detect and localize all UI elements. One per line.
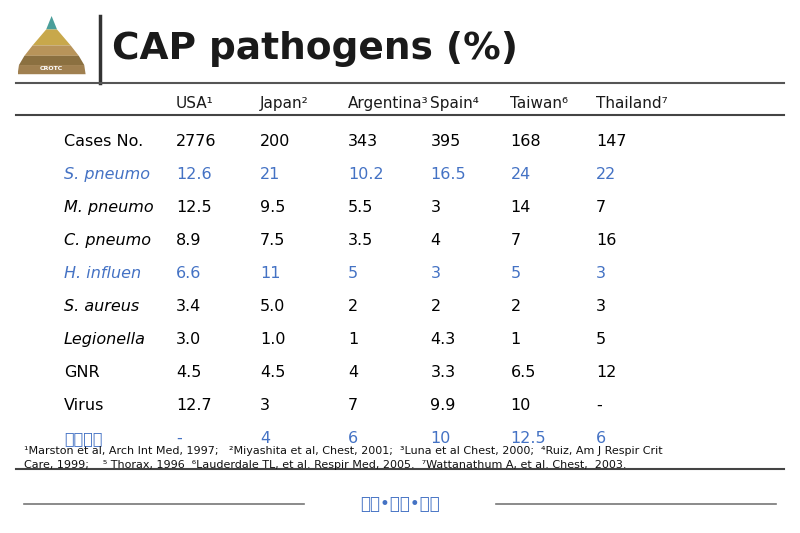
Text: 9.5: 9.5: [260, 200, 286, 215]
Text: 2: 2: [348, 299, 358, 314]
Text: CROTC: CROTC: [40, 66, 63, 71]
Text: 7: 7: [596, 200, 606, 215]
Text: S. pneumo: S. pneumo: [64, 167, 150, 182]
Text: 5: 5: [510, 266, 521, 281]
Text: 14: 14: [510, 200, 530, 215]
Text: C. pneumo: C. pneumo: [64, 233, 151, 248]
Text: 22: 22: [596, 167, 616, 182]
Text: 6.6: 6.6: [176, 266, 202, 281]
Text: -: -: [596, 398, 602, 413]
Text: 21: 21: [260, 167, 280, 182]
Text: 16: 16: [596, 233, 616, 248]
Text: 1.0: 1.0: [260, 332, 286, 347]
Text: 12.5: 12.5: [176, 200, 212, 215]
Text: 3.3: 3.3: [430, 365, 455, 380]
Text: 2776: 2776: [176, 134, 217, 149]
Text: 3: 3: [260, 398, 270, 413]
Text: 10: 10: [510, 398, 530, 413]
Text: 3.0: 3.0: [176, 332, 202, 347]
Text: M. pneumo: M. pneumo: [64, 200, 154, 215]
Text: 4: 4: [430, 233, 441, 248]
Text: 9.9: 9.9: [430, 398, 456, 413]
Text: 2: 2: [510, 299, 521, 314]
Text: Thailand⁷: Thailand⁷: [596, 96, 668, 111]
Text: 4.3: 4.3: [430, 332, 456, 347]
Text: Care, 1999;    ⁵ Thorax, 1996  ⁶Lauderdale TL, et al. Respir Med, 2005.  ⁷Wattan: Care, 1999; ⁵ Thorax, 1996 ⁶Lauderdale T…: [24, 460, 626, 470]
Text: USA¹: USA¹: [176, 96, 214, 111]
Text: 395: 395: [430, 134, 461, 149]
Text: 3.4: 3.4: [176, 299, 202, 314]
Text: ¹Marston et al, Arch Int Med, 1997;   ²Miyashita et al, Chest, 2001;  ³Luna et a: ¹Marston et al, Arch Int Med, 1997; ²Miy…: [24, 446, 662, 456]
Text: Virus: Virus: [64, 398, 104, 413]
Text: 10: 10: [430, 431, 450, 446]
Text: 3: 3: [596, 299, 606, 314]
Text: 科研•指南•教育: 科研•指南•教育: [360, 495, 440, 513]
Polygon shape: [46, 16, 57, 29]
Text: 1: 1: [348, 332, 358, 347]
Text: 3: 3: [596, 266, 606, 281]
Text: 5: 5: [348, 266, 358, 281]
Text: Spain⁴: Spain⁴: [430, 96, 479, 111]
Polygon shape: [19, 56, 84, 65]
Text: 6: 6: [348, 431, 358, 446]
Text: 4.5: 4.5: [176, 365, 202, 380]
Text: 343: 343: [348, 134, 378, 149]
Text: Legionella: Legionella: [64, 332, 146, 347]
Text: 4: 4: [348, 365, 358, 380]
Text: 混合感染: 混合感染: [64, 431, 102, 446]
Text: 3: 3: [430, 200, 441, 215]
Text: 12.5: 12.5: [510, 431, 546, 446]
Text: S. aureus: S. aureus: [64, 299, 139, 314]
Text: 7: 7: [510, 233, 521, 248]
Text: 200: 200: [260, 134, 290, 149]
Text: 4.5: 4.5: [260, 365, 286, 380]
Text: Cases No.: Cases No.: [64, 134, 143, 149]
Polygon shape: [33, 29, 70, 45]
Text: 5.0: 5.0: [260, 299, 286, 314]
Text: 12.7: 12.7: [176, 398, 212, 413]
Text: 24: 24: [510, 167, 530, 182]
Text: 12.6: 12.6: [176, 167, 212, 182]
Text: 7.5: 7.5: [260, 233, 286, 248]
Text: Argentina³: Argentina³: [348, 96, 429, 111]
Text: 16.5: 16.5: [430, 167, 466, 182]
Polygon shape: [24, 45, 79, 56]
Polygon shape: [18, 65, 86, 74]
Text: H. influen: H. influen: [64, 266, 141, 281]
Text: 2: 2: [430, 299, 441, 314]
Text: 1: 1: [510, 332, 521, 347]
Text: Taiwan⁶: Taiwan⁶: [510, 96, 569, 111]
Text: 12: 12: [596, 365, 616, 380]
Text: Japan²: Japan²: [260, 96, 309, 111]
Text: 11: 11: [260, 266, 281, 281]
Text: 3: 3: [430, 266, 441, 281]
Text: 4: 4: [260, 431, 270, 446]
Text: 10.2: 10.2: [348, 167, 384, 182]
Text: 5: 5: [596, 332, 606, 347]
Text: 168: 168: [510, 134, 541, 149]
Text: 5.5: 5.5: [348, 200, 374, 215]
Text: CAP pathogens (%): CAP pathogens (%): [112, 31, 518, 67]
Text: 6.5: 6.5: [510, 365, 536, 380]
Text: 147: 147: [596, 134, 626, 149]
Text: 7: 7: [348, 398, 358, 413]
Text: GNR: GNR: [64, 365, 100, 380]
Text: -: -: [176, 431, 182, 446]
Text: 8.9: 8.9: [176, 233, 202, 248]
Text: 3.5: 3.5: [348, 233, 374, 248]
Text: 6: 6: [596, 431, 606, 446]
